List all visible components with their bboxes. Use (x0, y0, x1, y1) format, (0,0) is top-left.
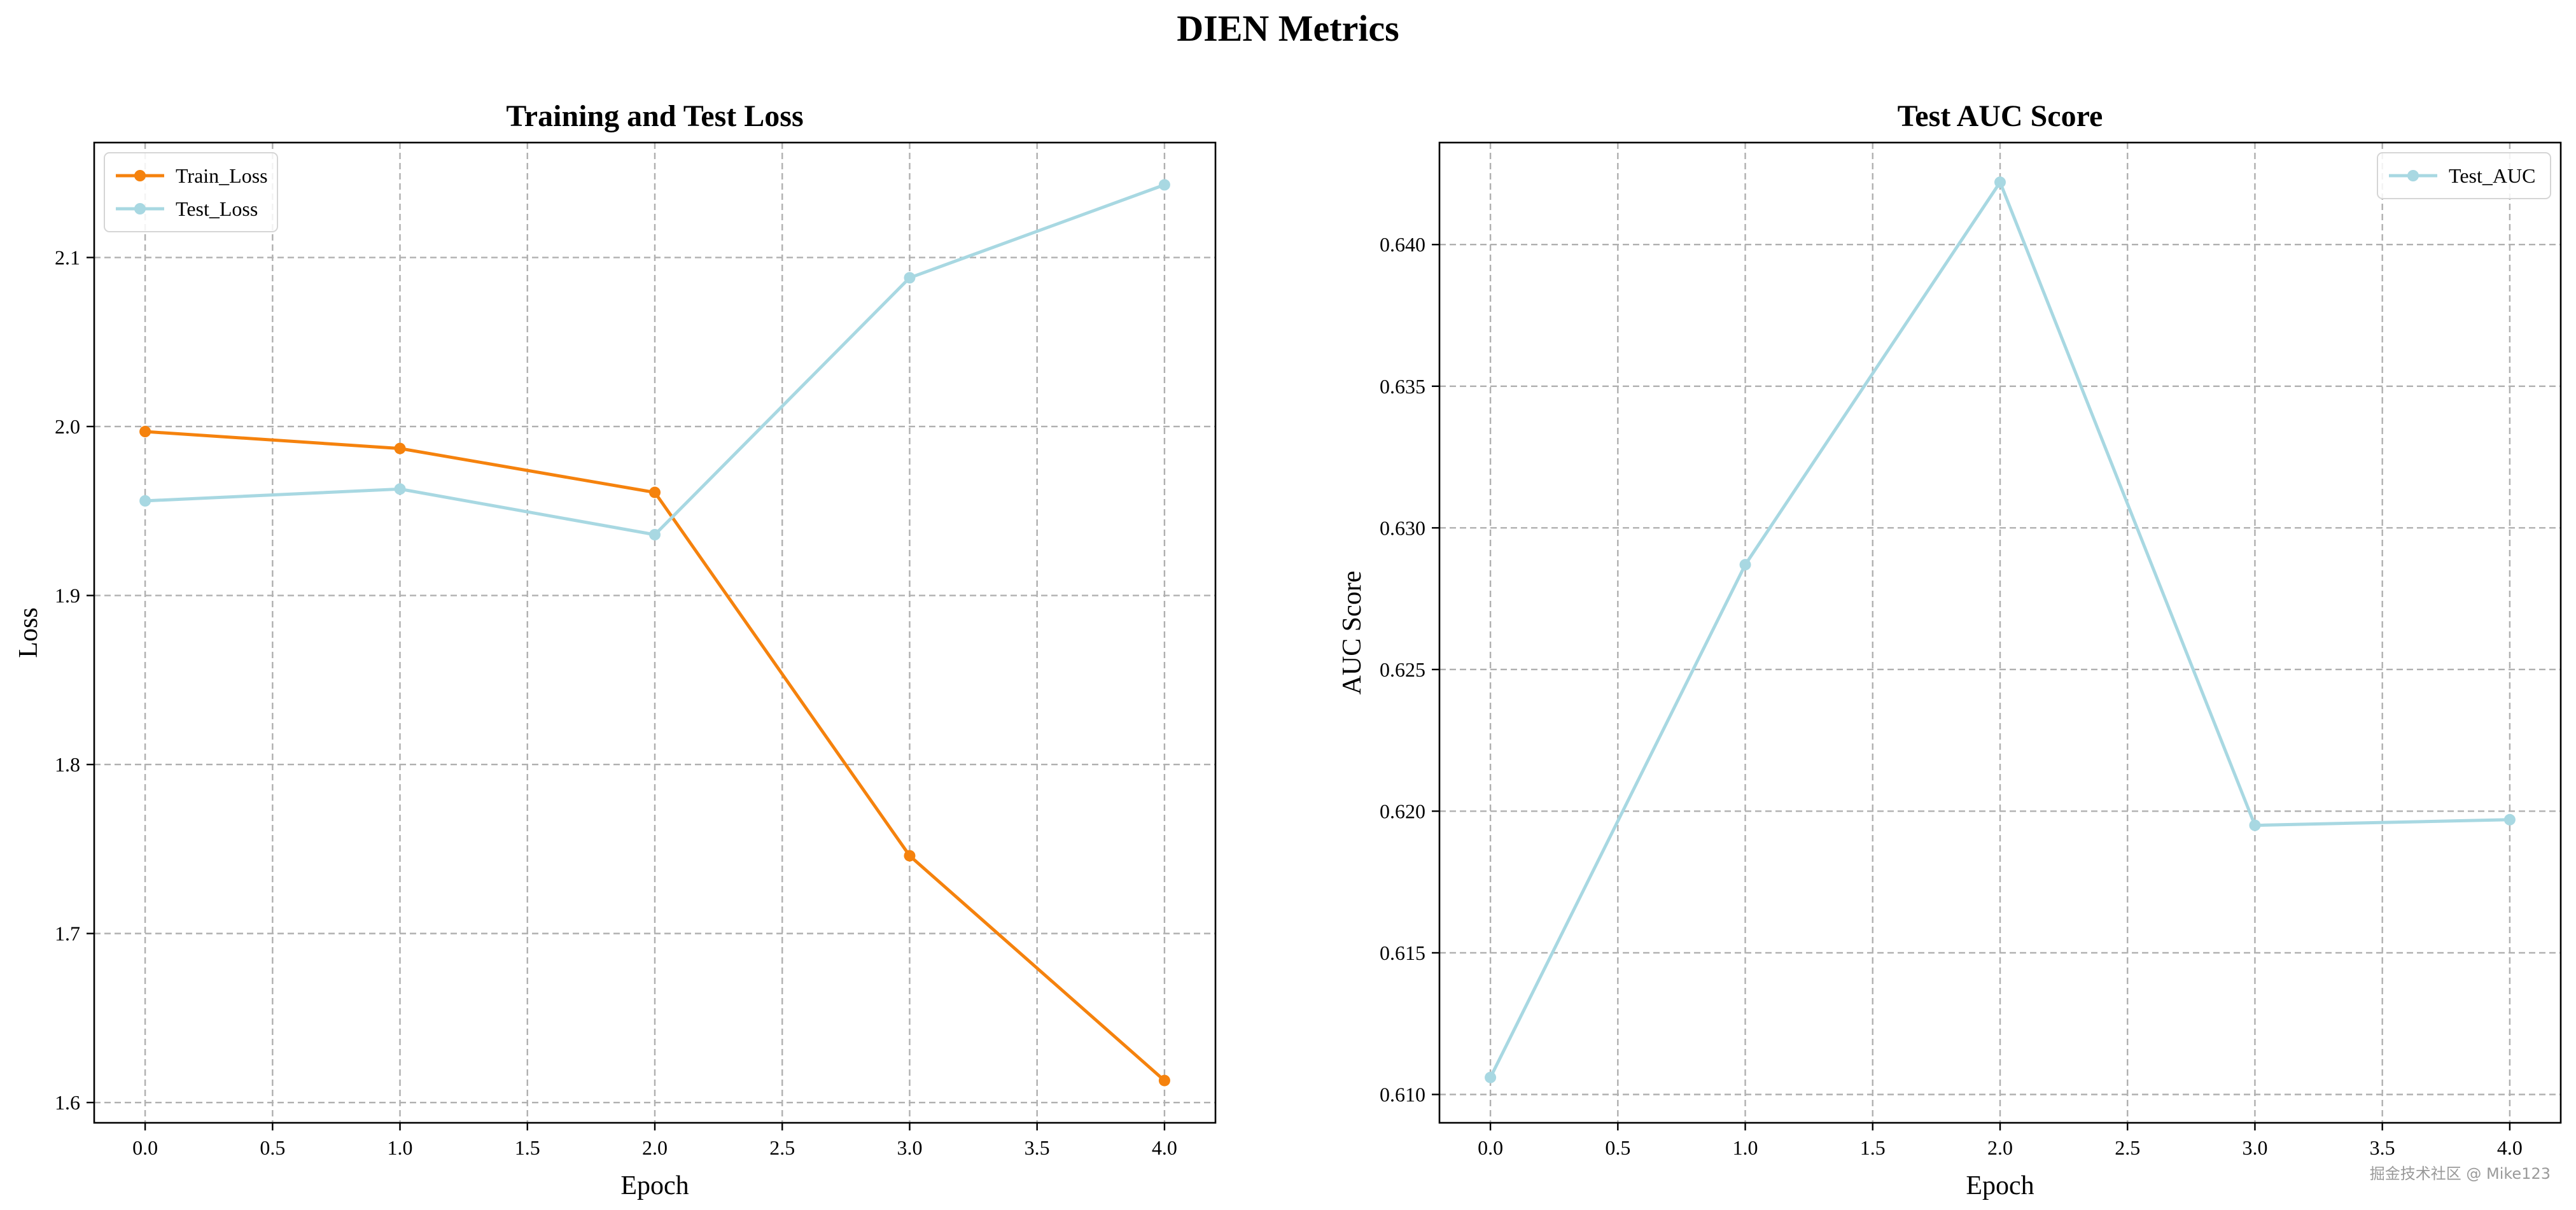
data-point-test-auc (2249, 819, 2261, 831)
data-point-test-loss (139, 495, 151, 507)
legend-marker (134, 203, 146, 215)
x-tick-label: 0.0 (132, 1136, 158, 1159)
legend-label: Train_Loss (176, 164, 268, 187)
legend: Train_Loss Test_Loss (104, 152, 278, 232)
data-point-test-loss (904, 272, 916, 284)
data-point-test-loss (1158, 179, 1170, 191)
x-tick-label: 4.0 (1152, 1136, 1177, 1159)
chart-title: Test AUC Score (1898, 99, 2103, 133)
x-tick-label: 0.0 (1478, 1136, 1503, 1159)
y-tick-label: 0.635 (1380, 375, 1425, 398)
x-tick-label: 1.0 (388, 1136, 413, 1159)
y-tick-label: 1.8 (55, 753, 80, 776)
x-tick-label: 3.0 (2242, 1136, 2267, 1159)
legend-marker (2407, 170, 2419, 181)
data-point-train-loss (904, 850, 916, 862)
auc-chart: 0.0 0.5 1.0 1.5 2.0 2.5 3.0 3.5 4.0 0.610 0.615 0.6… (1338, 99, 2562, 1200)
data-point-test-auc (1739, 559, 1751, 571)
x-axis-label: Epoch (620, 1171, 689, 1200)
x-tick-label: 2.0 (642, 1136, 668, 1159)
legend-marker (134, 170, 146, 181)
legend-box (2377, 152, 2551, 199)
data-point-train-loss (649, 486, 661, 498)
figure-title: DIEN Metrics (1177, 8, 1399, 49)
data-point-train-loss (394, 442, 406, 454)
x-tick-label: 3.5 (2370, 1136, 2395, 1159)
y-tick-label: 0.640 (1380, 233, 1425, 256)
y-tick-label: 0.620 (1380, 799, 1425, 822)
x-tick-label: 3.0 (897, 1136, 922, 1159)
y-axis-label: AUC Score (1338, 571, 1367, 695)
data-point-train-loss (139, 426, 151, 438)
data-point-test-auc (2503, 813, 2516, 826)
y-tick-label: 1.9 (55, 584, 80, 607)
data-point-test-auc (1994, 176, 2006, 188)
y-tick-label: 1.7 (55, 922, 80, 945)
data-point-test-auc (1485, 1071, 1497, 1083)
x-tick-label: 0.5 (1605, 1136, 1630, 1159)
x-tick-label: 0.5 (260, 1136, 285, 1159)
y-tick-label: 1.6 (55, 1091, 80, 1114)
legend-box (104, 152, 278, 232)
data-point-train-loss (1158, 1074, 1170, 1087)
data-point-test-loss (394, 483, 406, 495)
loss-chart: 0.0 0.5 1.0 1.5 2.0 2.5 3.0 3.5 4.0 1.6 1.7 1.8 1.9 2… (14, 99, 1217, 1200)
x-axis-label: Epoch (1966, 1171, 2034, 1200)
y-axis-label: Loss (14, 607, 43, 658)
y-tick-label: 0.630 (1380, 516, 1425, 539)
y-tick-label: 0.625 (1380, 658, 1425, 681)
x-tick-label: 1.5 (515, 1136, 540, 1159)
legend: Test_AUC (2377, 152, 2551, 199)
legend-label: Test_Loss (176, 197, 258, 220)
x-tick-label: 3.5 (1025, 1136, 1050, 1159)
y-tick-label: 2.1 (55, 246, 80, 269)
x-tick-label: 2.0 (1987, 1136, 2013, 1159)
x-tick-label: 1.0 (1733, 1136, 1758, 1159)
x-tick-label: 1.5 (1860, 1136, 1886, 1159)
y-tick-label: 2.0 (55, 415, 80, 438)
y-tick-label: 0.610 (1380, 1083, 1425, 1106)
y-tick-label: 0.615 (1380, 941, 1425, 964)
data-point-test-loss (649, 529, 661, 540)
x-tick-label: 4.0 (2497, 1136, 2523, 1159)
watermark: 掘金技术社区 @ Mike123 (2370, 1165, 2551, 1183)
x-tick-label: 2.5 (769, 1136, 795, 1159)
x-tick-label: 2.5 (2115, 1136, 2140, 1159)
legend-label: Test_AUC (2449, 164, 2535, 187)
chart-title: Training and Test Loss (506, 99, 803, 133)
